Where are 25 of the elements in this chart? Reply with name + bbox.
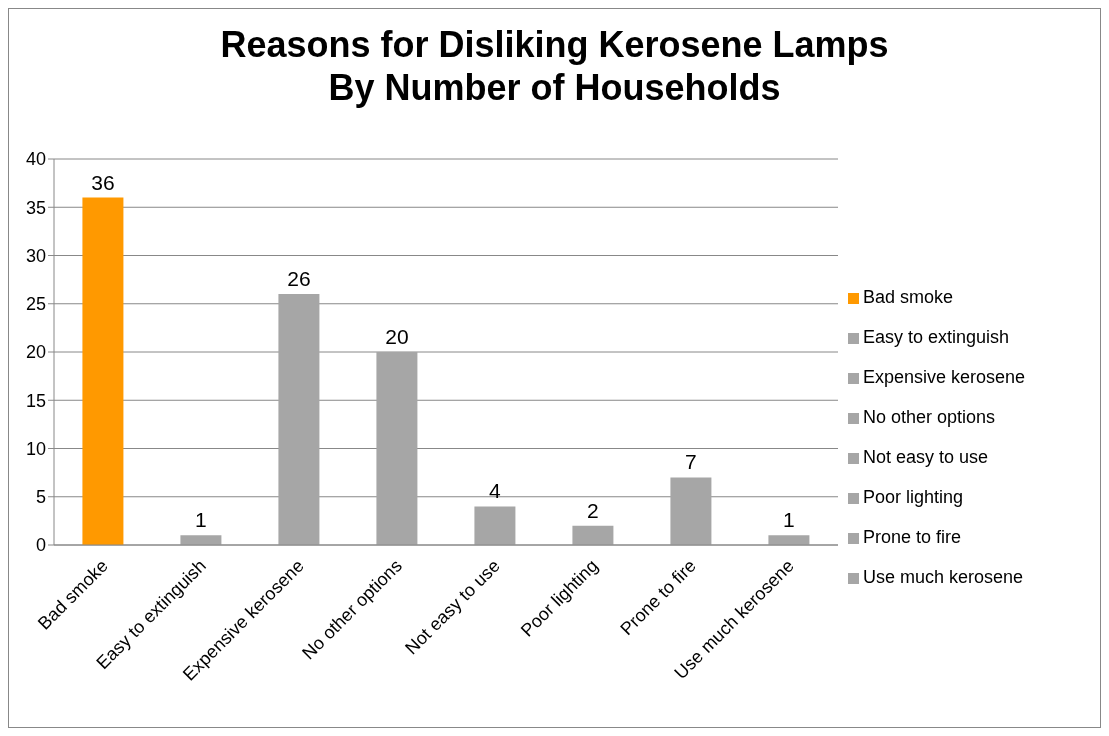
y-tick-label: 25 <box>25 294 46 315</box>
data-label: 4 <box>489 479 502 503</box>
y-tick-label: 0 <box>35 535 46 556</box>
y-tick-label: 5 <box>35 487 46 508</box>
y-tick-label: 30 <box>25 245 46 266</box>
legend-label: Expensive kerosene <box>863 367 1026 387</box>
legend-label: Easy to extinguish <box>863 327 1010 347</box>
y-tick-label: 15 <box>25 390 46 411</box>
data-label: 1 <box>783 508 795 532</box>
legend-label: No other options <box>863 407 996 427</box>
y-tick-label: 35 <box>25 197 46 218</box>
legend-label: Prone to fire <box>863 527 962 547</box>
legend-label: Poor lighting <box>863 487 964 507</box>
legend-label: Bad smoke <box>863 287 954 307</box>
data-label: 2 <box>587 498 599 522</box>
y-tick-label: 10 <box>25 438 46 459</box>
y-tick-label: 40 <box>25 149 46 170</box>
chart-title: Reasons for Disliking Kerosene Lamps By Number of Households <box>219 23 890 109</box>
data-label: 36 <box>91 170 115 194</box>
data-label: 7 <box>685 450 697 474</box>
data-label: 20 <box>385 325 409 348</box>
data-label: 1 <box>195 508 207 532</box>
legend-label: Not easy to use <box>863 447 989 467</box>
data-label: 26 <box>287 267 311 291</box>
y-tick-label: 20 <box>25 342 46 363</box>
